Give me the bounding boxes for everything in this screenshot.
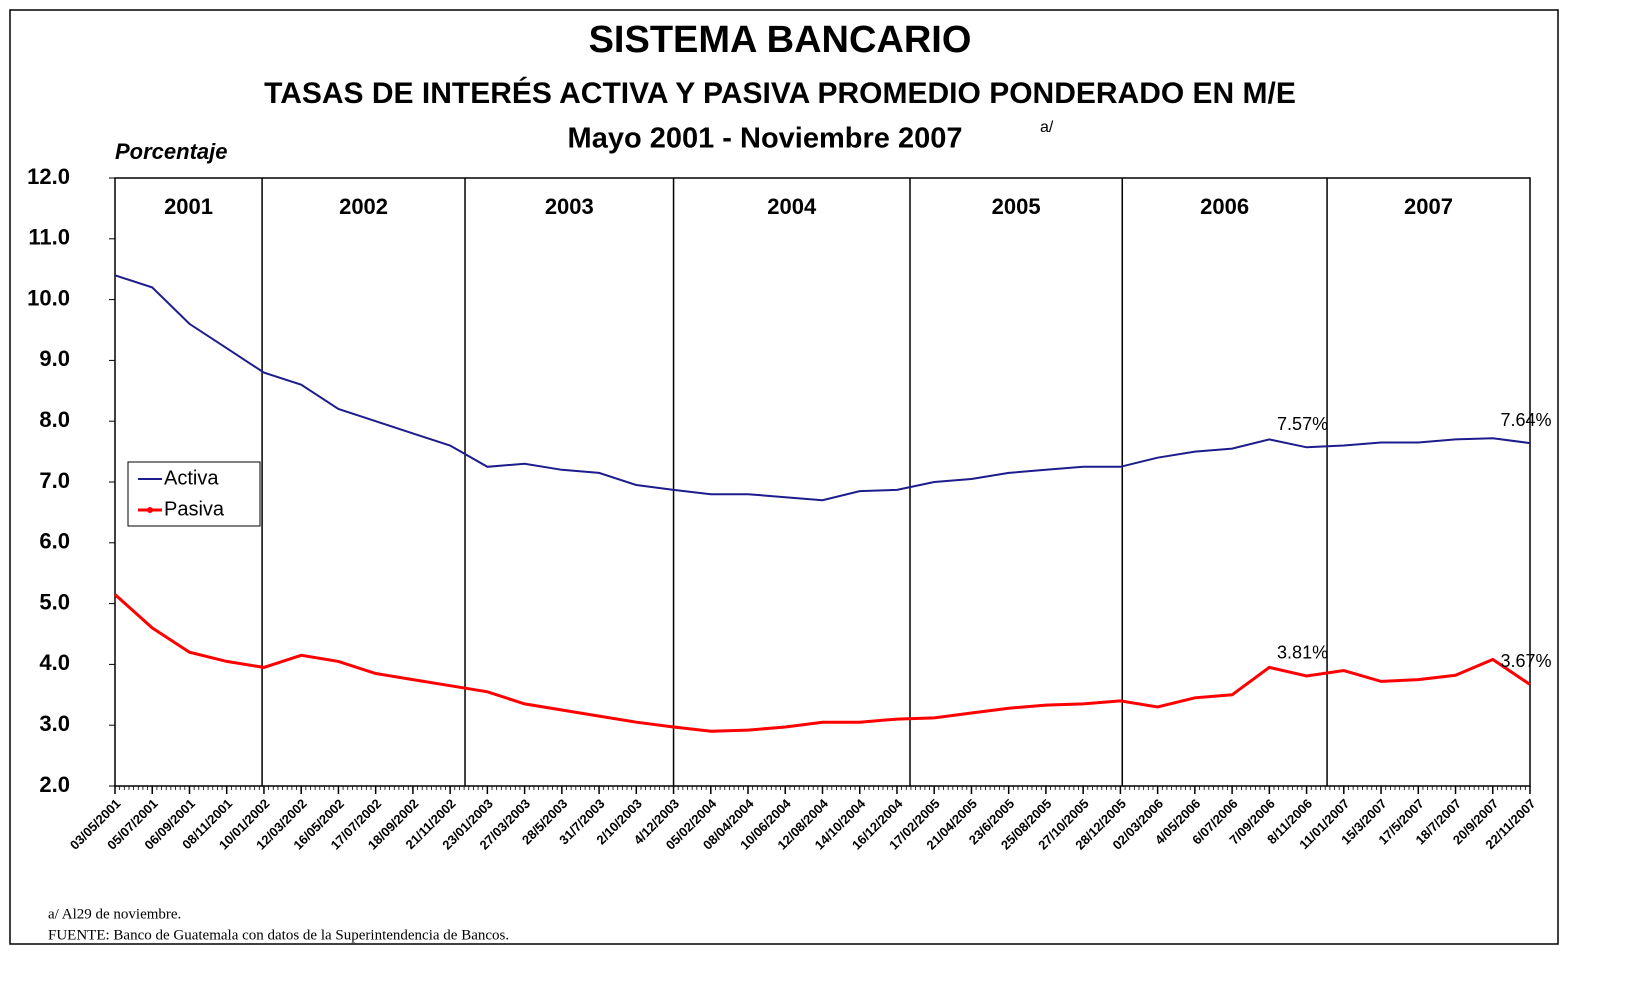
year-label: 2005 xyxy=(992,194,1041,219)
y-tick-label: 2.0 xyxy=(39,772,70,797)
legend-marker xyxy=(147,507,153,513)
y-tick-label: 9.0 xyxy=(39,346,70,371)
year-label: 2007 xyxy=(1404,194,1453,219)
legend-box xyxy=(127,461,261,527)
year-label: 2006 xyxy=(1200,194,1249,219)
y-axis-label: Porcentaje xyxy=(115,139,228,164)
legend-label: Activa xyxy=(164,467,219,489)
y-tick-label: 11.0 xyxy=(28,225,70,250)
y-tick-label: 8.0 xyxy=(39,407,70,432)
year-label: 2004 xyxy=(767,194,817,219)
period-note: a/ xyxy=(1040,119,1054,136)
legend-label: Pasiva xyxy=(164,498,225,520)
series-line xyxy=(114,274,1531,502)
plot-area xyxy=(114,177,1531,787)
value-label: 7.57% xyxy=(1277,414,1328,434)
y-tick-label: 12.0 xyxy=(27,164,70,189)
year-label: 2003 xyxy=(545,194,594,219)
footnote: a/ Al29 de noviembre. xyxy=(48,906,181,922)
y-tick-label: 5.0 xyxy=(39,589,70,614)
y-tick-label: 6.0 xyxy=(39,529,70,554)
value-label: 3.81% xyxy=(1277,643,1328,663)
period: Mayo 2001 - Noviembre 2007 xyxy=(568,123,963,155)
source: FUENTE: Banco de Guatemala con datos de … xyxy=(48,927,509,943)
year-label: 2001 xyxy=(164,194,213,219)
chart-subtitle: TASAS DE INTERÉS ACTIVA Y PASIVA PROMEDI… xyxy=(264,76,1296,110)
y-tick-label: 10.0 xyxy=(27,285,70,310)
series-line xyxy=(113,593,1531,733)
chart-title: SISTEMA BANCARIO xyxy=(589,19,972,61)
y-tick-label: 7.0 xyxy=(39,468,70,493)
frame xyxy=(9,9,1559,945)
year-label: 2002 xyxy=(339,194,388,219)
y-tick-label: 4.0 xyxy=(39,650,70,675)
y-tick-label: 3.0 xyxy=(39,711,70,736)
value-label: 3.67% xyxy=(1500,651,1551,671)
value-label: 7.64% xyxy=(1500,410,1551,430)
